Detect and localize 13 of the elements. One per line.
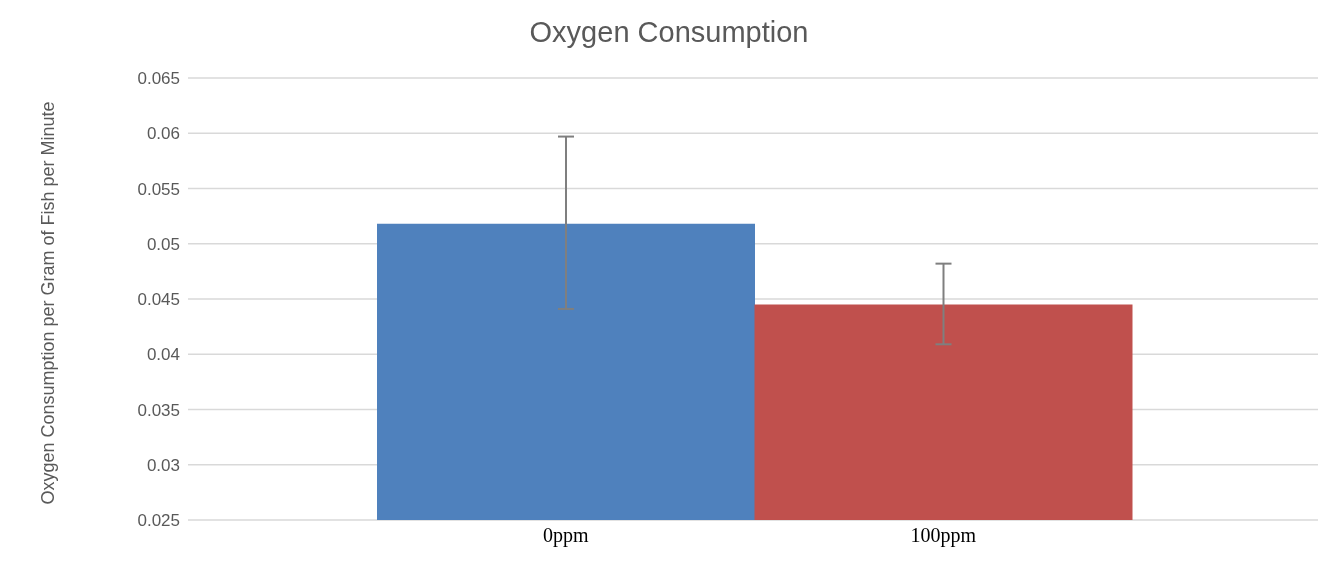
- x-tick-label: 100ppm: [910, 524, 977, 548]
- y-tick-label: 0.055: [137, 179, 180, 199]
- y-tick-label: 0.025: [137, 511, 180, 531]
- y-tick-label: 0.065: [137, 69, 180, 89]
- chart-title: Oxygen Consumption: [528, 16, 810, 49]
- y-tick-label: 0.06: [146, 124, 180, 144]
- y-tick-label: 0.05: [146, 234, 180, 254]
- y-tick-label: 0.045: [137, 290, 180, 310]
- y-tick-label: 0.04: [146, 345, 180, 365]
- y-axis-title: Oxygen Consumption per Gram of Fish per Minute: [37, 101, 59, 505]
- x-tick-label: 0ppm: [542, 524, 589, 548]
- y-tick-label: 0.035: [137, 400, 180, 420]
- y-tick-label: 0.03: [146, 455, 180, 475]
